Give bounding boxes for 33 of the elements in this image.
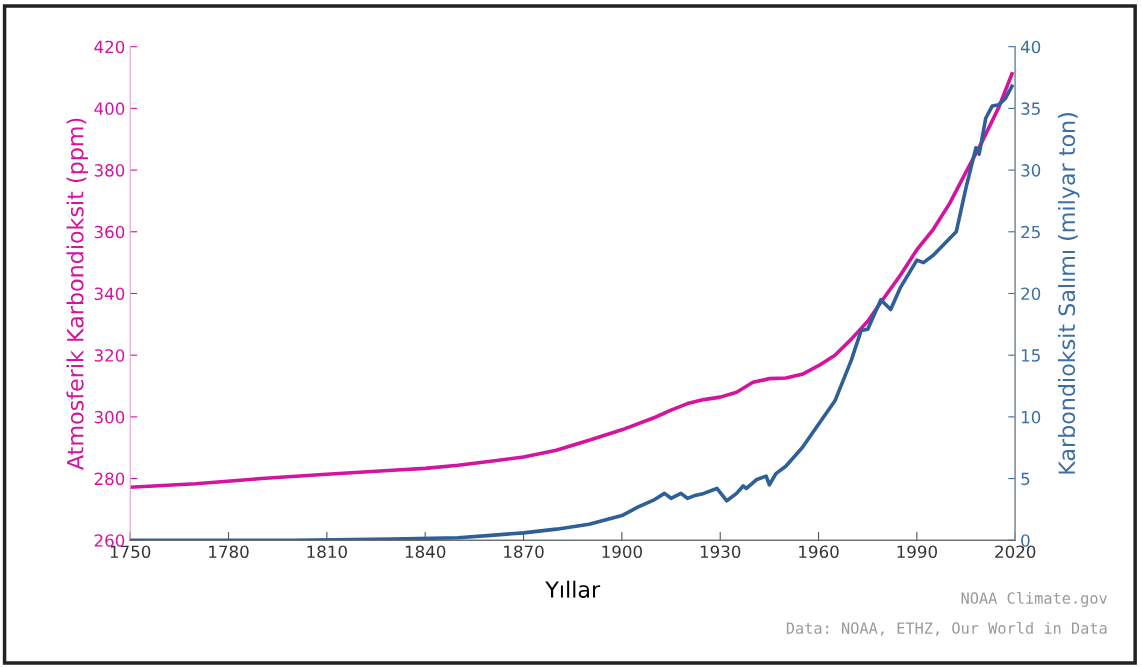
y-tick-label: 300 [94, 410, 125, 424]
x-tick-label: 1780 [209, 545, 249, 559]
x-axis-title: Yıllar [545, 580, 601, 598]
y-tick-label: 400 [94, 102, 125, 115]
y-tick-label: 260 [94, 534, 125, 547]
y2-tick-label: 20 [1021, 287, 1041, 301]
x-tick-label: 1810 [307, 545, 347, 559]
y2-axis-title: Karbondioksit Salımı (milyar ton) [1057, 113, 1080, 474]
y-tick-label: 320 [94, 349, 125, 362]
x-tick-label: 1930 [700, 545, 741, 559]
y-tick-label: 420 [94, 40, 125, 54]
x-tick-label: 1840 [405, 545, 446, 559]
x-tick-label: 1990 [897, 545, 937, 559]
y2-tick-label: 10 [1021, 410, 1041, 424]
y2-tick-label: 5 [1021, 472, 1030, 486]
x-tick-label: 2020 [995, 545, 1036, 559]
y2-tick-label: 35 [1021, 102, 1040, 115]
text: Data: NOAA, ETHZ, Our World in Data [786, 621, 1107, 636]
x-tick-label: 1960 [799, 545, 839, 559]
y2-tick-label: 0 [1021, 534, 1030, 547]
y-axis-title: Atmosferik Karbondioksit (ppm) [66, 118, 88, 470]
y-tick-label: 360 [94, 225, 125, 239]
y2-tick-label: 25 [1021, 225, 1040, 239]
x-tick-label: 1900 [602, 545, 642, 559]
y2-tick-label: 40 [1020, 40, 1041, 54]
y-tick-label: 280 [94, 472, 125, 486]
y2-tick-label: 15 [1021, 349, 1040, 362]
text: NOAA Climate.gov [961, 591, 1107, 607]
x-tick-label: 1750 [110, 545, 151, 559]
y-tick-label: 380 [94, 164, 125, 177]
y-tick-label: 340 [94, 287, 125, 301]
x-tick-label: 1870 [504, 545, 544, 559]
y2-tick-label: 30 [1021, 164, 1041, 177]
